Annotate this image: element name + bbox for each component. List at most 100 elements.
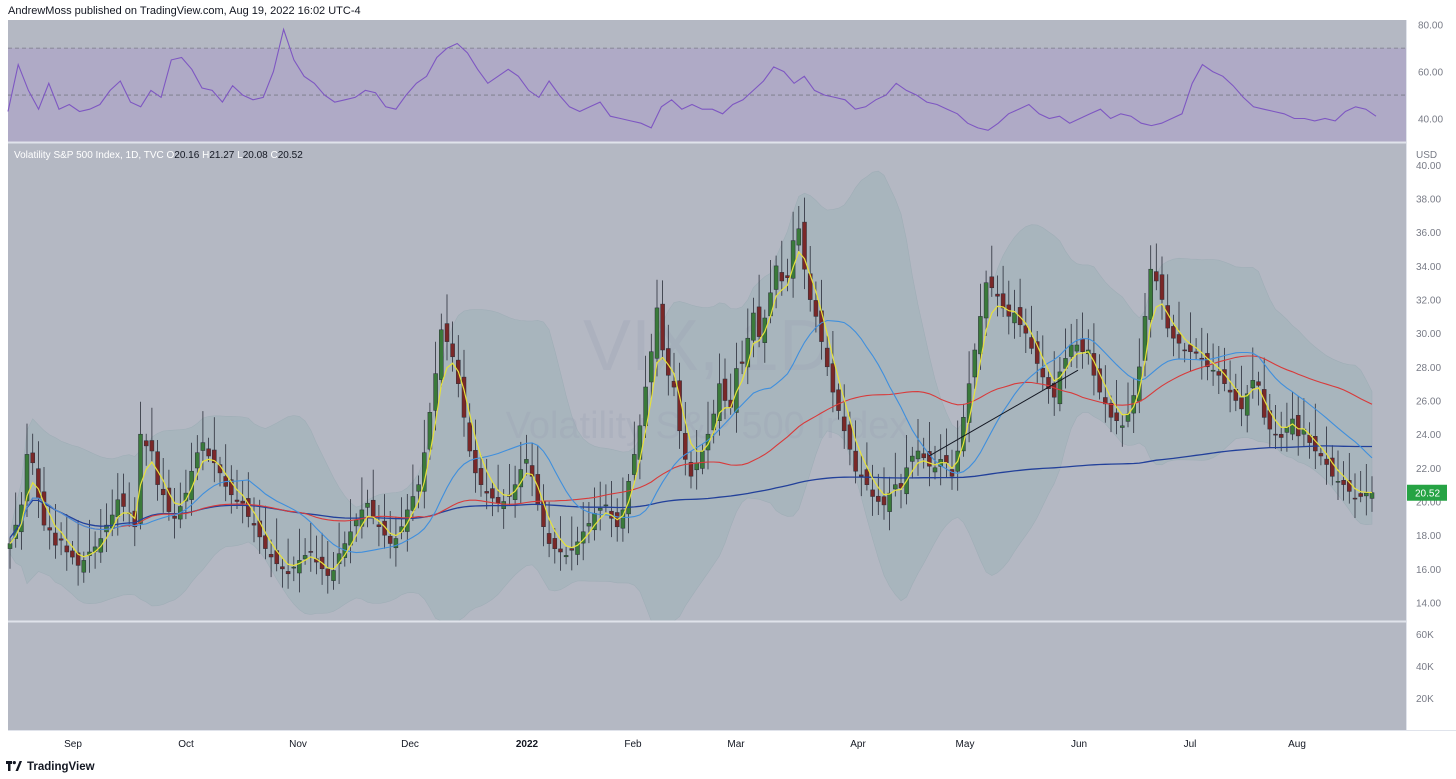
candle-body [751,312,756,341]
candle-body [143,440,149,447]
candle [70,541,75,565]
candle [1318,447,1324,466]
candle-body [1097,368,1102,393]
candle-body [961,417,966,452]
candle-body [552,538,558,549]
price-tick-label: 14.00 [1416,598,1441,609]
candle [1034,331,1040,383]
price-tick-label: 26.00 [1416,397,1441,408]
candle-body [983,282,989,319]
price-tick-label: 16.00 [1416,565,1441,576]
candle [1358,471,1363,503]
candle [660,280,665,360]
candle-body [569,548,575,551]
candle-body [779,272,785,282]
rsi-band [8,48,1406,142]
candle-body [654,307,660,359]
candle [478,455,484,497]
candle [1159,256,1165,320]
candle-body [563,555,569,558]
candle-body [1034,341,1040,364]
candle-body [529,465,535,477]
candle-body [745,337,751,368]
candle-body [978,316,983,355]
publish-text: AndrewMoss published on TradingView.com,… [8,5,361,17]
candle [1188,312,1193,372]
candle [1244,385,1250,433]
candle [739,340,745,375]
volume-tick-label: 20K [1416,694,1434,705]
candle [416,475,421,509]
candle [796,206,802,252]
candle [1369,476,1375,512]
candle-body [717,383,722,421]
candle-body [671,380,677,388]
candle [41,467,47,531]
last-price-label: 20.52 [1415,489,1440,500]
candle [160,458,166,513]
candle-body [1125,413,1131,422]
candle-body [1148,268,1153,320]
candle [586,502,592,544]
candle-body [1012,312,1017,324]
candle [751,297,756,358]
candle-body [932,467,938,473]
candle-body [1324,458,1329,465]
candle [649,333,654,399]
candle-body [70,550,75,558]
candle-body [626,481,631,515]
candle [1210,343,1216,386]
candle [870,464,875,516]
time-tick-label: 2022 [516,739,539,750]
time-tick-label: Apr [850,739,866,750]
candle [1227,360,1233,413]
candle-body [160,488,166,496]
candle-body [336,553,342,565]
time-tick-label: Dec [401,739,419,750]
candle-body [138,433,143,524]
candle-body [995,293,1000,297]
candle-body [1273,433,1278,436]
candle-body [1029,337,1034,349]
candle [30,433,35,475]
candle-body [234,499,240,502]
candle-body [773,265,779,290]
candle-body [325,568,331,576]
candle-body [711,413,716,431]
candle-body [632,454,637,475]
candle-body [1193,351,1199,354]
candle-body [700,450,705,469]
candle-body [495,497,501,504]
candle [195,435,200,481]
candle-body [853,450,858,472]
candle [643,355,648,438]
candle [1324,426,1329,485]
candle-body [1335,481,1341,483]
candle-body [1318,453,1324,457]
candle-body [722,378,728,401]
candle-body [921,453,926,459]
time-tick-label: Mar [727,739,745,750]
candle [365,489,370,528]
candle [297,528,302,593]
candle [1148,245,1153,338]
candle [722,358,728,420]
sma-mid-line [9,319,1373,554]
candle [268,539,274,578]
candle-body [75,552,81,566]
candle-body [195,452,200,469]
candle-body [813,300,819,317]
ma-long-line [9,445,1372,539]
candle [1273,405,1278,449]
candle-body [268,554,274,558]
candle [1000,265,1006,317]
candle [189,442,194,516]
candle-body [790,240,796,279]
candle-body [285,571,291,575]
candle-body [473,450,478,474]
tradingview-footer[interactable]: TradingView [6,758,95,776]
candle-body [824,347,830,368]
candle [143,433,149,466]
